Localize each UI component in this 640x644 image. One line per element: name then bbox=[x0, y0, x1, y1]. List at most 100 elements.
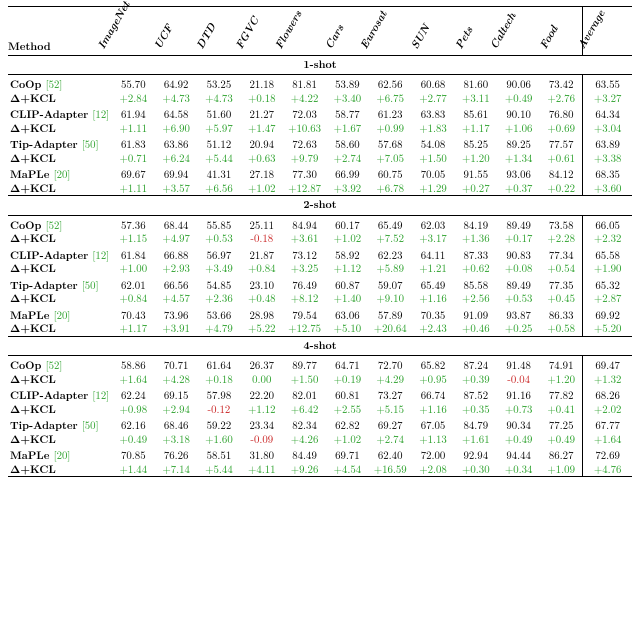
delta-cell: +2.74 bbox=[334, 151, 362, 166]
delta-cell: +0.18 bbox=[205, 372, 233, 387]
delta-cell: +0.22 bbox=[547, 181, 575, 196]
delta-cell: +0.84 bbox=[248, 261, 276, 276]
kcl-label: Δ+KCL bbox=[10, 462, 56, 477]
delta-cell: -0.12 bbox=[208, 402, 231, 417]
delta-cell: +5.44 bbox=[205, 462, 233, 477]
table-row: Δ+KCL bbox=[8, 433, 112, 446]
col-ucf: UCF bbox=[155, 7, 198, 56]
delta-cell: +0.49 bbox=[547, 432, 575, 447]
delta-cell: +5.89 bbox=[376, 261, 404, 276]
kcl-label: Δ+KCL bbox=[10, 372, 56, 387]
delta-cell: +2.08 bbox=[419, 462, 447, 477]
cite-ref: [20] bbox=[54, 167, 71, 182]
delta-cell: +2.43 bbox=[419, 321, 447, 336]
col-pets: Pets bbox=[454, 7, 497, 56]
delta-cell: +2.28 bbox=[547, 231, 575, 246]
delta-cell: +3.92 bbox=[334, 181, 362, 196]
delta-cell: +1.11 bbox=[120, 121, 148, 136]
kcl-label: Δ+KCL bbox=[10, 121, 56, 136]
results-table: MethodImageNetUCFDTDFGVCFlowersCarsEuros… bbox=[8, 6, 632, 477]
delta-cell: -0.18 bbox=[250, 231, 273, 246]
delta-cell: +0.17 bbox=[505, 231, 533, 246]
delta-cell: +0.49 bbox=[120, 432, 148, 447]
col-eurosat: Eurosat bbox=[369, 7, 412, 56]
kcl-label: Δ+KCL bbox=[10, 321, 56, 336]
delta-cell: +0.62 bbox=[462, 261, 490, 276]
delta-cell: +1.83 bbox=[419, 121, 447, 136]
section-title: 4-shot bbox=[8, 337, 632, 356]
delta-cell: +1.50 bbox=[419, 151, 447, 166]
delta-cell: +0.69 bbox=[547, 121, 575, 136]
delta-cell: +3.91 bbox=[162, 321, 190, 336]
delta-cell: +1.44 bbox=[120, 462, 148, 477]
delta-cell: +1.02 bbox=[334, 432, 362, 447]
delta-cell: +0.37 bbox=[505, 181, 533, 196]
delta-cell: +1.29 bbox=[419, 181, 447, 196]
delta-cell: +3.11 bbox=[462, 91, 490, 106]
col-fgvc: FGVC bbox=[240, 7, 283, 56]
delta-cell: +0.95 bbox=[419, 372, 447, 387]
cite-ref: [12] bbox=[92, 107, 109, 122]
method-header-label: Method bbox=[8, 39, 51, 54]
delta-cell: +2.74 bbox=[376, 432, 404, 447]
table-row: MaPLe [20] bbox=[8, 449, 112, 462]
col-label: SUN bbox=[408, 22, 433, 51]
col-caltech: Caltech bbox=[497, 7, 540, 56]
delta-cell: +2.02 bbox=[594, 402, 622, 417]
table-row: MaPLe [20] bbox=[8, 309, 112, 322]
table-row: Δ+KCL bbox=[8, 232, 112, 245]
delta-cell: +1.06 bbox=[505, 121, 533, 136]
delta-cell: +1.13 bbox=[419, 432, 447, 447]
delta-cell: +0.71 bbox=[120, 151, 148, 166]
delta-cell: +1.16 bbox=[419, 402, 447, 417]
delta-cell: +2.32 bbox=[594, 231, 622, 246]
delta-cell: +0.49 bbox=[505, 432, 533, 447]
delta-cell: +0.34 bbox=[505, 462, 533, 477]
delta-cell: +0.25 bbox=[505, 321, 533, 336]
delta-cell: +1.11 bbox=[120, 181, 148, 196]
delta-cell: +3.38 bbox=[594, 151, 622, 166]
delta-cell: +5.97 bbox=[205, 121, 233, 136]
delta-cell: +0.53 bbox=[505, 291, 533, 306]
delta-cell: +0.58 bbox=[547, 321, 575, 336]
table-row: Δ+KCL bbox=[8, 92, 112, 105]
delta-cell: +3.61 bbox=[291, 231, 319, 246]
delta-cell: +2.76 bbox=[547, 91, 575, 106]
delta-cell: +5.10 bbox=[334, 321, 362, 336]
kcl-label: Δ+KCL bbox=[10, 432, 56, 447]
table-row: CoOp [52] bbox=[8, 356, 112, 372]
table-row: Δ+KCL bbox=[8, 152, 112, 165]
delta-cell: +0.98 bbox=[120, 402, 148, 417]
delta-cell: +6.90 bbox=[162, 121, 190, 136]
delta-cell: +3.27 bbox=[594, 91, 622, 106]
delta-cell: +1.20 bbox=[547, 372, 575, 387]
delta-cell: +0.08 bbox=[505, 261, 533, 276]
delta-cell: +3.25 bbox=[291, 261, 319, 276]
delta-cell: +1.60 bbox=[205, 432, 233, 447]
delta-cell: -0.04 bbox=[507, 372, 530, 387]
delta-cell: +0.61 bbox=[547, 151, 575, 166]
delta-cell: 0.00 bbox=[252, 372, 271, 387]
delta-cell: +4.73 bbox=[205, 91, 233, 106]
cite-ref: [12] bbox=[92, 388, 109, 403]
delta-cell: +4.97 bbox=[162, 231, 190, 246]
cite-ref: [20] bbox=[54, 308, 71, 323]
delta-cell: +0.41 bbox=[547, 402, 575, 417]
table-row: Δ+KCL bbox=[8, 373, 112, 386]
delta-cell: +1.15 bbox=[120, 231, 148, 246]
col-label: Pets bbox=[452, 24, 476, 51]
cite-ref: [20] bbox=[54, 448, 71, 463]
delta-cell: +0.35 bbox=[462, 402, 490, 417]
delta-cell: +4.28 bbox=[162, 372, 190, 387]
delta-cell: +0.53 bbox=[205, 231, 233, 246]
delta-cell: +5.44 bbox=[205, 151, 233, 166]
delta-cell: +3.49 bbox=[205, 261, 233, 276]
delta-cell: +4.73 bbox=[162, 91, 190, 106]
delta-cell: +1.40 bbox=[334, 291, 362, 306]
delta-cell: +4.11 bbox=[248, 462, 276, 477]
kcl-label: Δ+KCL bbox=[10, 231, 56, 246]
delta-cell: +3.57 bbox=[162, 181, 190, 196]
table-row: Δ+KCL bbox=[8, 463, 112, 476]
delta-cell: +0.73 bbox=[505, 402, 533, 417]
delta-cell: +5.20 bbox=[594, 321, 622, 336]
